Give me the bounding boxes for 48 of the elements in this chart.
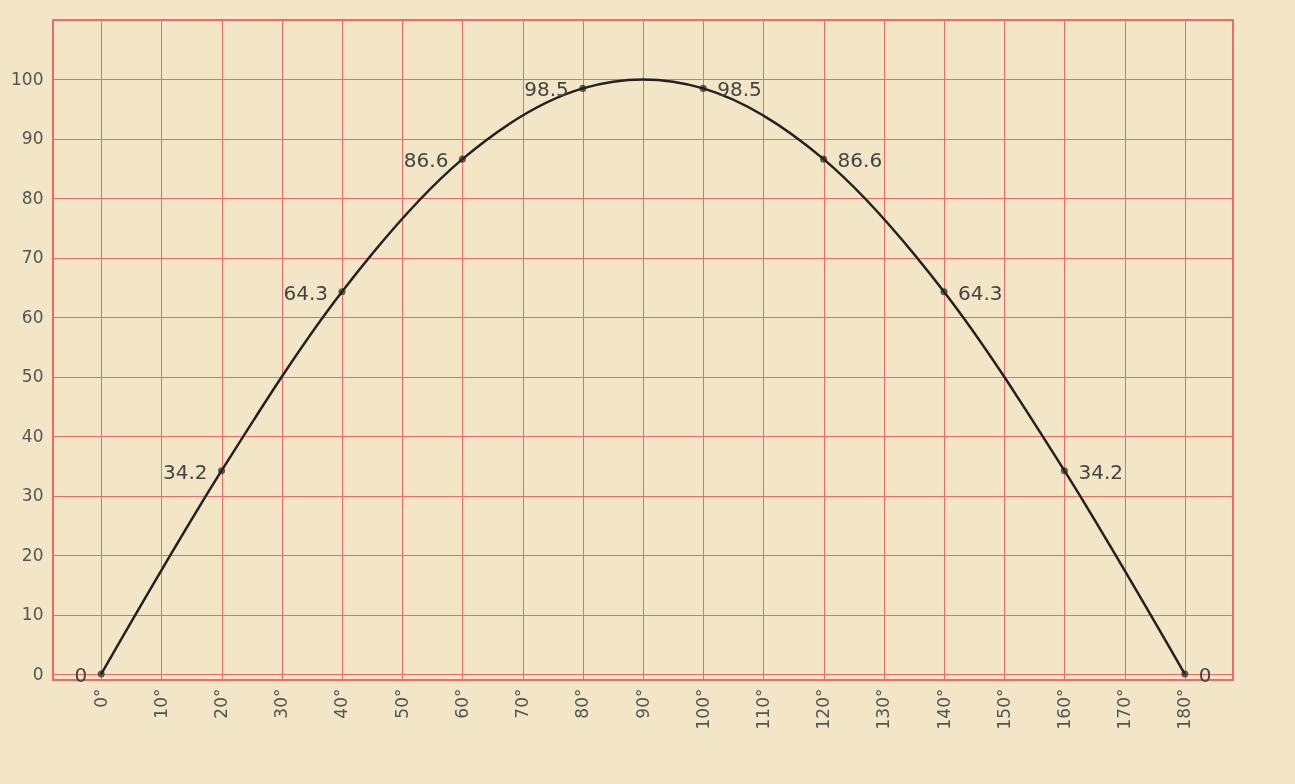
x-tick-label: 10° xyxy=(150,688,171,719)
data-label: 86.6 xyxy=(837,148,883,173)
x-tick-label: 40° xyxy=(331,688,352,719)
x-tick-label: 100° xyxy=(692,688,713,730)
point xyxy=(1060,467,1068,475)
x-tick-label: 140° xyxy=(933,688,954,730)
data-label: 64.3 xyxy=(283,280,328,305)
data-label: 64.3 xyxy=(958,280,1003,305)
data-label: 34.2 xyxy=(163,459,208,484)
x-tick-label: 160° xyxy=(1053,688,1074,730)
x-tick-label: 60° xyxy=(451,688,472,719)
point xyxy=(97,670,105,678)
y-tick-label: 70 xyxy=(21,247,44,268)
data-label: 34.2 xyxy=(1078,459,1123,484)
x-tick-label: 80° xyxy=(572,688,593,719)
y-tick-label: 60 xyxy=(21,306,44,327)
x-tick-label: 120° xyxy=(813,688,834,730)
point xyxy=(579,84,587,92)
point xyxy=(458,155,466,163)
y-tick-label: 40 xyxy=(21,425,44,446)
x-tick-label: 170° xyxy=(1114,688,1135,730)
x-tick-label: 50° xyxy=(391,688,412,719)
x-tick-label: 0° xyxy=(90,688,111,708)
point xyxy=(699,84,707,92)
point xyxy=(338,288,346,296)
y-tick-label: 20 xyxy=(21,544,44,565)
x-tick-label: 70° xyxy=(512,688,533,719)
x-tick-label: 110° xyxy=(752,688,773,730)
x-tick-label: 180° xyxy=(1174,688,1195,730)
y-tick-label: 90 xyxy=(21,128,44,149)
x-tick-label: 130° xyxy=(873,688,894,730)
data-label: 86.6 xyxy=(403,148,449,173)
data-label: 98.5 xyxy=(524,77,569,102)
point xyxy=(940,288,948,296)
point xyxy=(1181,670,1189,678)
y-tick-label: 30 xyxy=(21,485,44,506)
y-tick-label: 10 xyxy=(21,604,44,625)
y-tick-label: 80 xyxy=(21,187,44,208)
point xyxy=(820,155,828,163)
x-tick-label: 150° xyxy=(993,688,1014,730)
x-tick-label: 30° xyxy=(271,688,292,719)
data-label: 98.5 xyxy=(717,77,762,102)
point xyxy=(218,467,226,475)
y-tick-label: 50 xyxy=(21,366,44,387)
x-tick-label: 90° xyxy=(632,688,653,719)
y-tick-label: 100 xyxy=(11,68,44,89)
y-tick-label: 0 xyxy=(32,663,44,684)
x-tick-label: 20° xyxy=(211,688,232,719)
